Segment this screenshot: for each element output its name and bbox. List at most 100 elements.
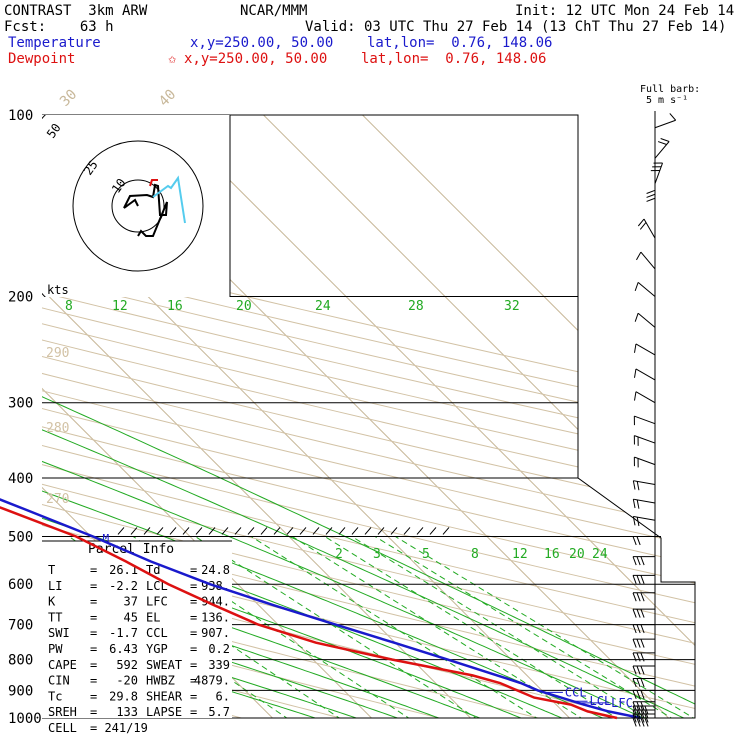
pressure-tick-label: 700 xyxy=(8,618,33,634)
barb-flag xyxy=(632,638,637,648)
mixing-ratio-line xyxy=(395,536,695,718)
wind-barb xyxy=(632,678,655,688)
barb-flag xyxy=(644,705,649,715)
moist-adiabat-line xyxy=(42,296,672,718)
parcel-eq: = xyxy=(90,563,97,577)
dry-adiabat-line xyxy=(42,115,492,718)
freezing-hatch xyxy=(195,527,203,535)
freezing-hatch xyxy=(312,527,320,535)
mixing-ratio-line xyxy=(250,536,557,718)
barb-flag xyxy=(636,713,641,723)
temperature-profile-line xyxy=(0,498,642,720)
barb-flag xyxy=(657,141,667,145)
parcel-eq: = xyxy=(190,579,197,593)
parcel-eq: = xyxy=(190,626,197,640)
barb-flag xyxy=(634,282,639,292)
barb-flag xyxy=(632,690,637,700)
mixing-ratio-label: 12 xyxy=(512,547,528,562)
barb-flag xyxy=(636,638,641,648)
freezing-hatch xyxy=(299,527,307,535)
parcel-eq: = xyxy=(90,579,97,593)
parcel-key: K xyxy=(48,595,56,609)
pressure-tick-label: 400 xyxy=(8,471,33,487)
freezing-hatch xyxy=(286,527,294,535)
center-title: NCAR/MMM xyxy=(240,3,308,19)
barb-staff xyxy=(654,141,670,159)
barb-flag xyxy=(634,343,637,353)
parcel-eq: = xyxy=(90,658,97,672)
wind-barb xyxy=(632,705,655,715)
model-title: CONTRAST 3km ARW xyxy=(4,3,148,19)
parcel-key: SWI xyxy=(48,626,70,640)
freezing-hatch xyxy=(247,527,255,535)
barb-flag xyxy=(634,368,637,378)
isotherm-line xyxy=(348,115,695,718)
lfc-label: LFC xyxy=(611,696,633,710)
wind-barb xyxy=(646,189,656,213)
pressure-tick-label: 900 xyxy=(8,683,33,699)
wind-barbs xyxy=(632,111,677,727)
wind-barb xyxy=(632,498,656,509)
parcel-eq: = xyxy=(90,626,97,640)
wind-barb xyxy=(632,709,655,719)
barb-flag xyxy=(632,480,636,490)
parcel-key: Tc xyxy=(48,689,62,703)
hodograph-ring-label: 50 xyxy=(44,121,64,141)
dewpoint-profile-line xyxy=(0,506,618,720)
freezing-hatch xyxy=(273,527,281,535)
barb-flag xyxy=(644,713,649,723)
barb-flag xyxy=(634,313,639,322)
barb-flag xyxy=(636,575,641,584)
mixing-ratio-label: 3 xyxy=(373,547,381,562)
barb-flag xyxy=(632,713,637,723)
isotherm-line xyxy=(150,115,695,718)
temperature-legend: Temperature xyxy=(8,35,101,51)
barb-staff xyxy=(634,435,656,444)
hodograph-units: kts xyxy=(47,283,69,297)
barb-staff xyxy=(654,119,676,129)
barb-flag xyxy=(632,536,637,546)
mixing-ratio-label: 2 xyxy=(335,547,343,562)
moist-adiabat-label: 28 xyxy=(408,299,424,314)
wind-barb xyxy=(632,535,655,546)
barb-flag xyxy=(636,678,641,688)
barb-flag xyxy=(632,592,637,602)
parcel-value: 37 xyxy=(124,595,138,609)
pressure-tick-labels: 1000 900 800 700 600 500 400 300 200 100 xyxy=(8,108,42,727)
parcel-key: PW xyxy=(48,642,63,656)
mixing-ratio-label: 24 xyxy=(592,547,608,562)
barb-staff xyxy=(635,391,656,404)
parcel-key: HWBZ xyxy=(146,674,175,688)
parcel-key: LFC xyxy=(146,595,168,609)
parcel-eq: = xyxy=(190,610,197,624)
isotherm-line xyxy=(42,115,385,718)
dry-adiabat-line xyxy=(42,115,695,718)
parcel-key: SREH xyxy=(48,705,77,719)
dry-adiabat-line xyxy=(42,115,695,718)
wind-barb xyxy=(654,113,677,129)
barb-flag xyxy=(640,690,645,700)
mixing-ratio-line xyxy=(324,536,638,718)
parcel-value: 6. xyxy=(216,689,230,703)
barb-flag xyxy=(640,609,645,618)
freezing-hatch xyxy=(208,527,216,535)
moist-adiabat-label: 16 xyxy=(167,299,183,314)
barb-flag xyxy=(640,556,645,566)
parcel-key: LAPSE xyxy=(146,705,182,719)
parcel-eq: = xyxy=(90,642,97,656)
barb-flag xyxy=(646,189,656,194)
barb-flag xyxy=(636,709,641,719)
wind-barb xyxy=(632,713,655,723)
wind-barb xyxy=(650,162,663,184)
parcel-value: 339 xyxy=(208,658,230,672)
parcel-key: SWEAT xyxy=(146,658,182,672)
parcel-eq: = xyxy=(90,689,97,703)
parcel-value: 944. xyxy=(201,595,230,609)
barb-staff xyxy=(654,162,663,184)
freezing-hatch xyxy=(234,527,242,535)
barb-flag xyxy=(632,709,637,719)
wind-barb xyxy=(636,251,656,270)
parcel-value: 907. xyxy=(201,626,230,640)
freezing-hatch xyxy=(377,527,385,535)
